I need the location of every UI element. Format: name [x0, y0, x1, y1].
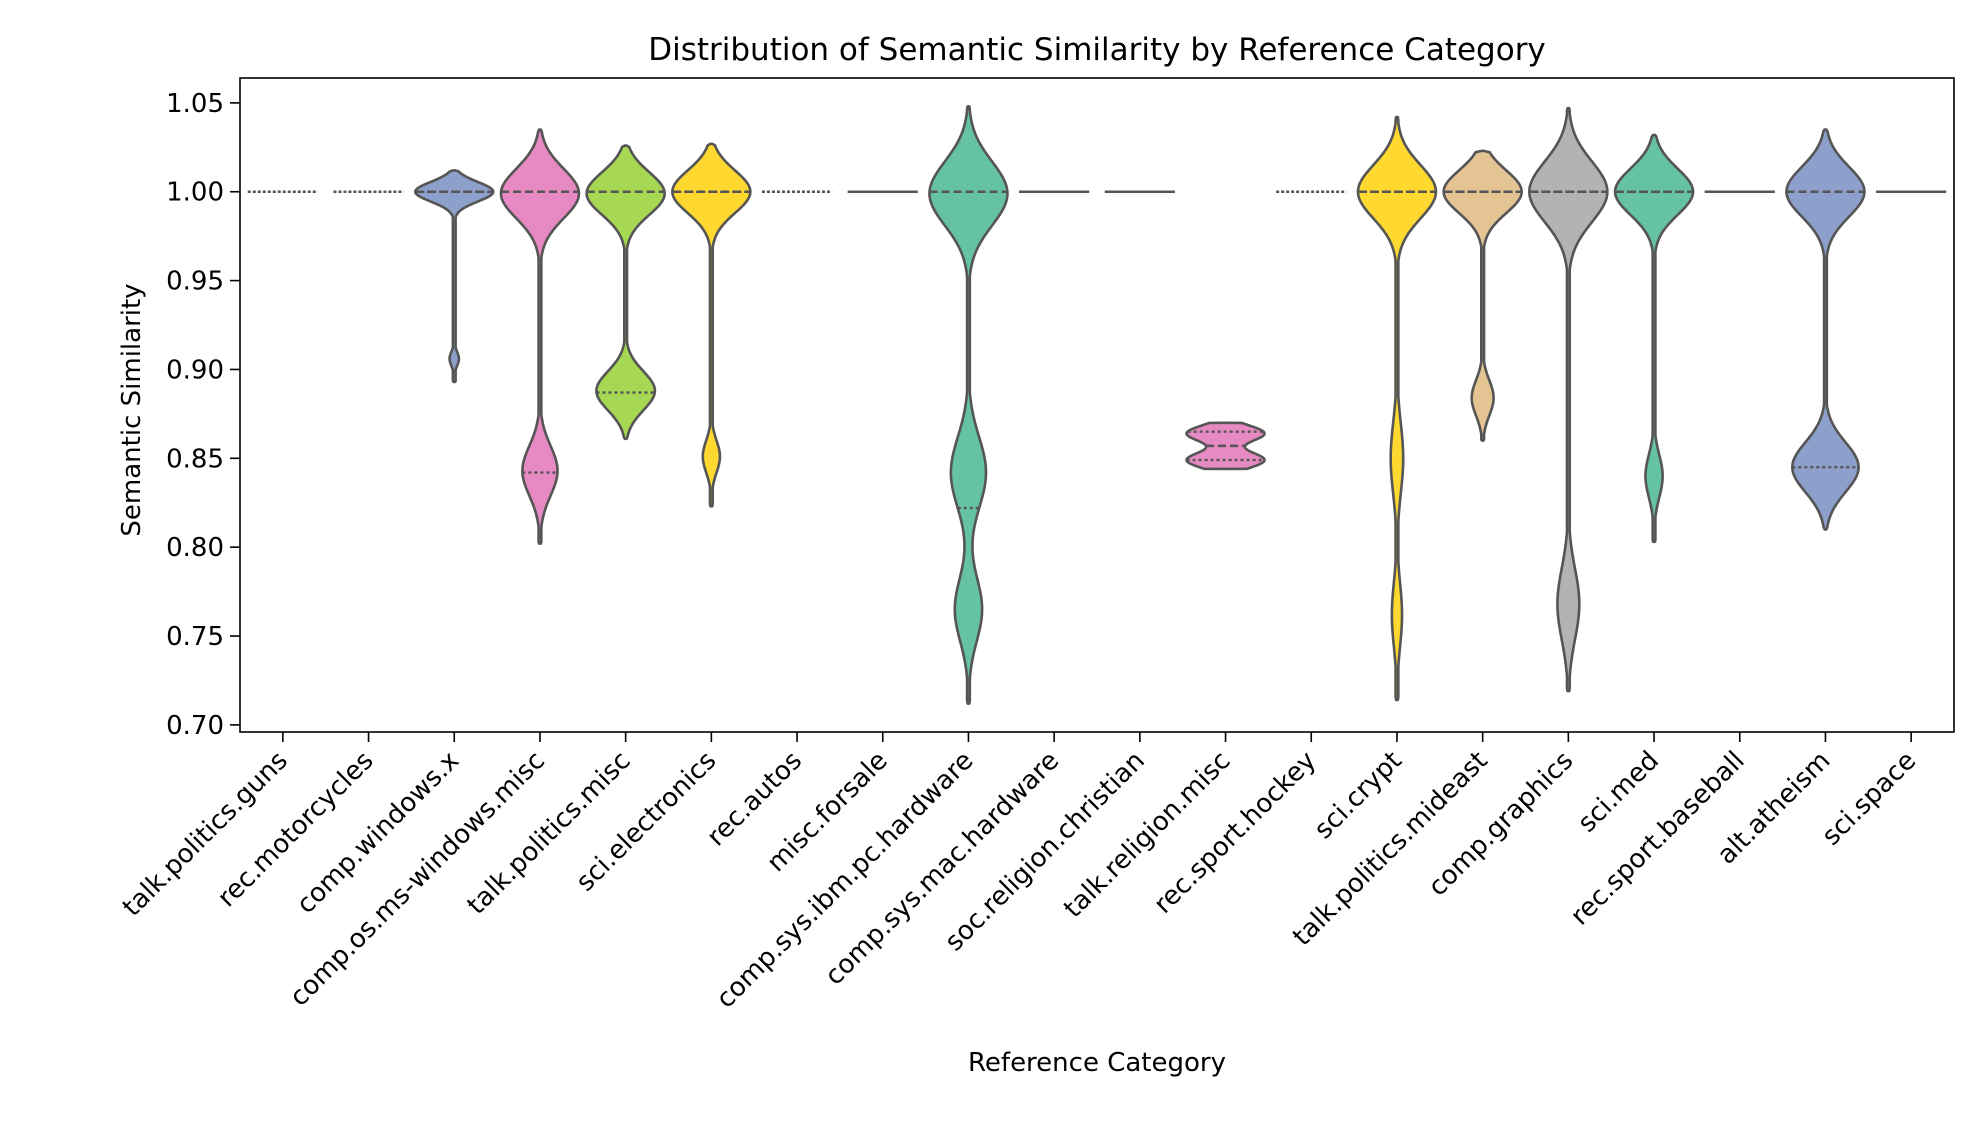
chart-title: Distribution of Semantic Similarity by R… — [648, 32, 1546, 68]
y-tick-label: 1.05 — [166, 89, 224, 119]
violin-sci.med — [1613, 133, 1695, 544]
violin-comp.windows.x — [413, 169, 495, 384]
violin-comp.os.ms-windows.misc — [499, 128, 581, 545]
x-axis-label: Reference Category — [968, 1048, 1226, 1078]
violin-sci.crypt — [1356, 115, 1438, 702]
y-axis-label: Semantic Similarity — [117, 283, 147, 536]
violin-talk.politics.misc — [585, 144, 666, 441]
violin-layer — [247, 105, 1947, 705]
violin-talk.politics.mideast — [1442, 149, 1523, 442]
y-tick-label: 0.80 — [166, 533, 224, 563]
y-tick-label: 0.95 — [166, 267, 224, 297]
violin-comp.sys.ibm.pc.hardware — [928, 105, 1009, 705]
y-tick-label: 0.75 — [166, 622, 224, 652]
y-tick-label: 1.00 — [166, 178, 224, 208]
violin-alt.atheism — [1785, 128, 1866, 531]
y-tick-label: 0.90 — [166, 355, 224, 385]
plot-frame — [239, 77, 1955, 733]
violin-sci.electronics — [671, 142, 752, 508]
y-axis: 0.70 0.75 0.80 0.85 0.90 0.95 1.00 1.05 — [166, 89, 240, 741]
violin-comp.graphics — [1528, 106, 1609, 693]
y-tick-label: 0.70 — [166, 711, 224, 741]
y-tick-label: 0.85 — [166, 444, 224, 474]
